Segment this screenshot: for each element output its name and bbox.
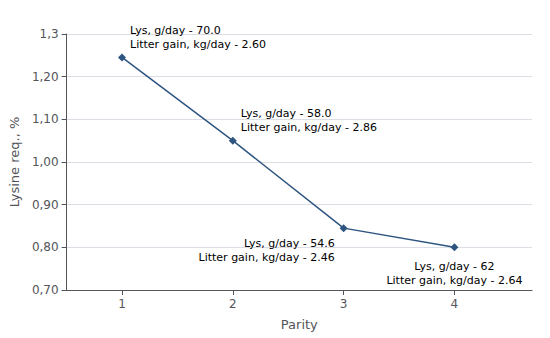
svg-text:Lys, g/day - 54.6: Lys, g/day - 54.6 [244,237,335,250]
svg-text:Lysine req., %: Lysine req., % [7,117,22,208]
svg-text:1,10: 1,10 [32,112,59,126]
svg-text:0,80: 0,80 [32,240,59,254]
svg-text:0,90: 0,90 [32,198,59,212]
svg-text:3: 3 [340,297,348,311]
svg-text:Litter gain, kg/day - 2.86: Litter gain, kg/day - 2.86 [241,121,377,134]
svg-text:4: 4 [451,297,459,311]
svg-text:Litter gain, kg/day - 2.64: Litter gain, kg/day - 2.64 [386,274,522,287]
svg-text:Litter gain, kg/day - 2.60: Litter gain, kg/day - 2.60 [130,38,266,51]
svg-text:0,70: 0,70 [32,283,59,297]
svg-text:1: 1 [118,297,126,311]
svg-text:2: 2 [229,297,237,311]
svg-text:1,3: 1,3 [40,27,59,41]
svg-text:Lys, g/day - 62: Lys, g/day - 62 [414,260,494,273]
svg-text:Litter gain, kg/day - 2.46: Litter gain, kg/day - 2.46 [199,251,335,264]
svg-text:1,20: 1,20 [32,70,59,84]
svg-text:Lys, g/day - 70.0: Lys, g/day - 70.0 [130,24,221,37]
svg-text:Lys, g/day - 58.0: Lys, g/day - 58.0 [241,107,332,120]
svg-text:Parity: Parity [281,317,318,332]
svg-text:1,00: 1,00 [32,155,59,169]
